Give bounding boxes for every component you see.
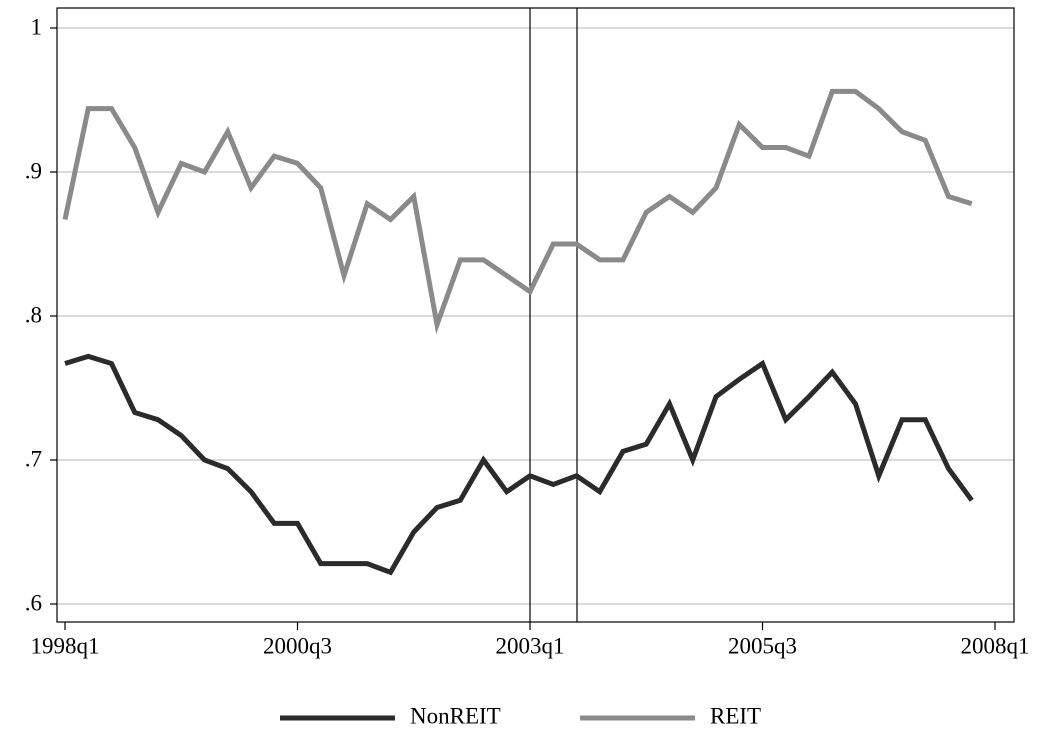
x-tick-label: 2005q3 <box>728 633 797 658</box>
legend-label: NonREIT <box>410 703 501 728</box>
x-tick-label: 1998q1 <box>31 633 100 658</box>
x-tick-label: 2003q1 <box>496 633 565 658</box>
y-tick-label: .9 <box>25 158 42 183</box>
data-line <box>64 353 974 576</box>
x-tick-label: 2008q1 <box>961 633 1030 658</box>
x-tick-label: 2000q3 <box>263 633 332 658</box>
y-tick-label: .7 <box>25 446 42 471</box>
plot-frame <box>56 7 1015 623</box>
legend-label: REIT <box>710 703 761 728</box>
y-tick-label: 1 <box>31 14 43 39</box>
data-line <box>62 88 973 335</box>
y-tick-label: .6 <box>25 590 42 615</box>
y-tick-label: .8 <box>25 302 42 327</box>
